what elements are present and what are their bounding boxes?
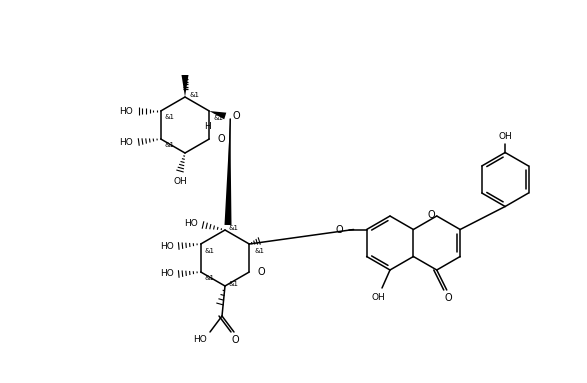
Text: &1: &1 bbox=[229, 281, 239, 287]
Text: HO: HO bbox=[119, 137, 133, 147]
Text: O: O bbox=[257, 267, 265, 277]
Text: HO: HO bbox=[184, 218, 198, 228]
Text: O: O bbox=[445, 293, 453, 303]
Text: HO: HO bbox=[160, 270, 174, 278]
Text: O: O bbox=[232, 111, 240, 121]
Text: HO: HO bbox=[193, 334, 207, 344]
Text: O: O bbox=[231, 335, 239, 345]
Text: OH: OH bbox=[173, 177, 187, 185]
Text: &1: &1 bbox=[205, 275, 215, 281]
Polygon shape bbox=[209, 111, 227, 119]
Text: &1: &1 bbox=[189, 92, 199, 98]
Text: O: O bbox=[427, 210, 435, 220]
Text: OH: OH bbox=[371, 293, 385, 301]
Text: O: O bbox=[217, 134, 225, 144]
Text: H: H bbox=[204, 121, 211, 131]
Text: O: O bbox=[336, 224, 343, 234]
Text: &1: &1 bbox=[229, 225, 239, 231]
Text: HO: HO bbox=[160, 242, 174, 250]
Polygon shape bbox=[181, 75, 188, 97]
Text: &1: &1 bbox=[165, 142, 175, 148]
Text: &1: &1 bbox=[213, 115, 223, 121]
Text: &1: &1 bbox=[205, 248, 215, 254]
Text: HO: HO bbox=[119, 106, 133, 116]
Text: &1: &1 bbox=[254, 248, 264, 254]
Text: &1: &1 bbox=[165, 114, 175, 120]
Polygon shape bbox=[224, 119, 231, 225]
Text: OH: OH bbox=[498, 132, 512, 141]
